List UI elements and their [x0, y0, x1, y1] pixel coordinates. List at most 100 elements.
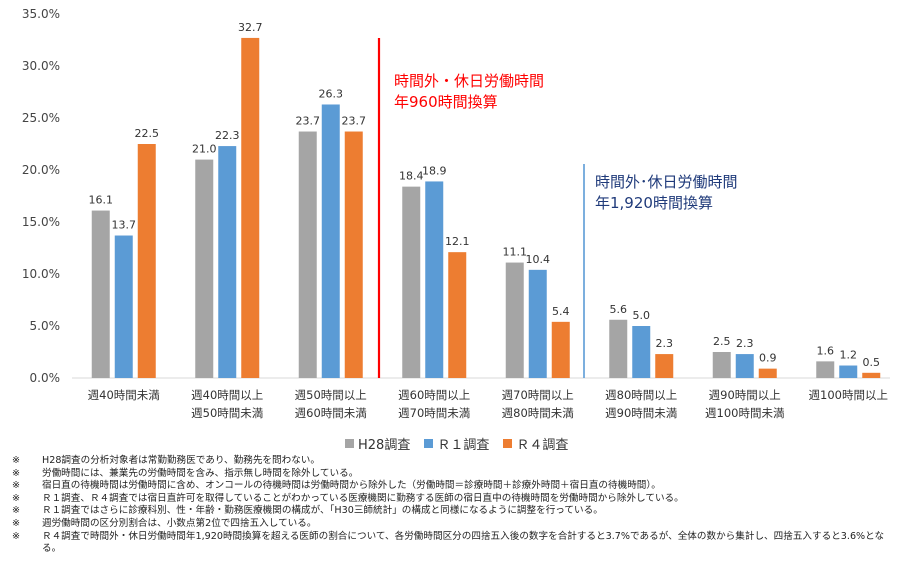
category-label: 週80時間以上: [605, 388, 677, 402]
bar: [862, 372, 881, 378]
bar: [114, 235, 133, 378]
bar: [816, 361, 835, 378]
bar: [137, 144, 156, 378]
category-label: 週70時間以上: [502, 388, 574, 402]
bar: [425, 181, 444, 378]
data-label: 21.0: [192, 143, 217, 156]
y-tick-label: 25.0%: [22, 111, 60, 125]
footnote-mark: ※: [12, 530, 21, 542]
footnote-7: ※ Ｒ４調査で時間外・休日労働時間年1,920時間換算を超える医師の割合について、…: [8, 531, 898, 556]
bar: [298, 131, 317, 378]
bar: [344, 131, 363, 378]
footnote-mark: ※: [12, 517, 21, 529]
category-label: 週40時間未満: [88, 388, 160, 402]
data-label: 5.0: [633, 309, 651, 322]
footnote-1: ※ H28調査の分析対象者は常勤勤務医であり、勤務先を問わない。: [8, 455, 898, 468]
legend-label-r1: Ｒ１調査: [437, 438, 490, 453]
legend-swatch-r1: [424, 439, 434, 448]
legend-item-r4: Ｒ４調査: [503, 434, 568, 453]
bar: [735, 354, 754, 378]
data-label: 13.7: [112, 219, 137, 232]
bar: [91, 210, 110, 378]
category-label: 週90時間未満: [605, 406, 677, 420]
footnote-5: ※ Ｒ１調査ではさらに診療科別、性・年齢・勤務医療機関の構成が、「H30三師統計」…: [8, 505, 898, 518]
bar: [321, 104, 340, 378]
data-label: 16.1: [89, 194, 114, 207]
y-tick-label: 10.0%: [22, 267, 60, 281]
legend-item-r1: Ｒ１調査: [424, 434, 489, 453]
threshold-annotation: 年960時間換算: [394, 93, 498, 111]
bar: [402, 186, 421, 378]
category-label: 週40時間以上: [191, 388, 263, 402]
legend-item-h28: H28調査: [345, 434, 410, 453]
footnote-mark: ※: [12, 455, 21, 466]
data-label: 12.1: [445, 235, 470, 248]
category-label: 週100時間以上: [809, 388, 888, 402]
data-label: 2.3: [656, 337, 674, 350]
threshold-annotation: 時間外･休日労働時間: [595, 173, 738, 191]
category-label: 週80時間未満: [502, 406, 574, 420]
threshold-annotation: 年1,920時間換算: [595, 194, 713, 212]
data-label: 2.5: [713, 335, 731, 348]
footnote-mark: ※: [12, 480, 21, 492]
footnote-6: ※ 週労働時間の区分別割合は、小数点第2位で四捨五入している。: [8, 518, 898, 531]
bar: [241, 37, 260, 379]
footnote-text: H28調査の分析対象者は常勤勤務医であり、勤務先を問わない。: [42, 455, 320, 466]
data-label: 1.2: [840, 349, 858, 362]
footnote-text: 宿日直の待機時間は労働時間に含め、オンコールの待機時間は労働時間から除外した（労…: [42, 480, 661, 492]
bar: [609, 319, 628, 378]
bar: [758, 368, 777, 378]
bar-chart: 0.0% 5.0% 10.0% 15.0% 20.0% 25.0% 30.0% 35.0% 16…: [22, 7, 890, 420]
footnote-2: ※ 労働時間には、兼業先の労働時間を含み、指示無し時間を除外している。: [8, 468, 898, 481]
data-label: 18.9: [422, 164, 447, 177]
data-label: 0.9: [759, 352, 777, 365]
bar: [712, 352, 731, 378]
threshold-annotation: 時間外・休日労働時間: [394, 72, 544, 90]
y-tick-label: 30.0%: [22, 59, 60, 73]
legend: H28調査 Ｒ１調査 Ｒ４調査: [345, 434, 568, 453]
footnote-4: ※ Ｒ１調査、Ｒ４調査では宿日直許可を取得していることがわかっている医療機関に勤務…: [8, 493, 898, 506]
data-label: 11.1: [503, 246, 528, 259]
category-label: 週70時間未満: [398, 406, 470, 420]
bar: [632, 326, 651, 378]
y-tick-label: 0.0%: [30, 371, 61, 385]
data-label: 0.5: [863, 356, 881, 369]
footnote-text: Ｒ１調査、Ｒ４調査では宿日直許可を取得していることがわかっている医療機関に勤務す…: [42, 492, 684, 504]
bar: [195, 159, 214, 378]
bar: [448, 252, 467, 378]
category-label: 週50時間未満: [191, 406, 263, 420]
y-tick-label: 35.0%: [22, 7, 60, 21]
category-label: 週60時間以上: [398, 388, 470, 402]
legend-swatch-r4: [503, 439, 513, 448]
data-label: 32.7: [238, 21, 263, 34]
bar: [528, 269, 547, 378]
footnotes: ※ H28調査の分析対象者は常勤勤務医であり、勤務先を問わない。 ※ 労働時間には、…: [8, 455, 898, 556]
footnote-text: 週労働時間の区分別割合は、小数点第2位で四捨五入している。: [42, 517, 317, 529]
y-tick-label: 20.0%: [22, 163, 60, 177]
bar: [218, 146, 237, 378]
legend-swatch-h28: [345, 439, 354, 448]
footnote-3: ※ 宿日直の待機時間は労働時間に含め、オンコールの待機時間は労働時間から除外した（…: [8, 480, 898, 493]
footnote-text: 労働時間には、兼業先の労働時間を含み、指示無し時間を除外している。: [42, 467, 359, 479]
y-tick-label: 15.0%: [22, 215, 60, 229]
data-label: 22.3: [215, 129, 240, 142]
bar: [505, 262, 524, 378]
legend-label-h28: H28調査: [358, 438, 411, 453]
data-label: 1.6: [817, 344, 835, 357]
data-label: 23.7: [342, 115, 367, 128]
data-label: 23.7: [296, 115, 321, 128]
category-label: 週100時間未満: [705, 406, 784, 420]
data-label: 2.3: [736, 337, 754, 350]
footnote-mark: ※: [12, 505, 21, 517]
data-label: 5.4: [552, 305, 570, 318]
data-label: 10.4: [526, 253, 551, 266]
bar: [839, 365, 858, 378]
category-label: 週90時間以上: [709, 388, 781, 402]
footnote-text: Ｒ１調査ではさらに診療科別、性・年齢・勤務医療機関の構成が、「H30三師統計」の…: [42, 505, 603, 517]
bar: [655, 354, 674, 378]
legend-label-r4: Ｒ４調査: [516, 438, 569, 453]
footnote-mark: ※: [12, 467, 21, 479]
category-label: 週50時間以上: [295, 388, 367, 402]
data-label: 5.6: [610, 303, 628, 316]
bar: [551, 321, 570, 378]
